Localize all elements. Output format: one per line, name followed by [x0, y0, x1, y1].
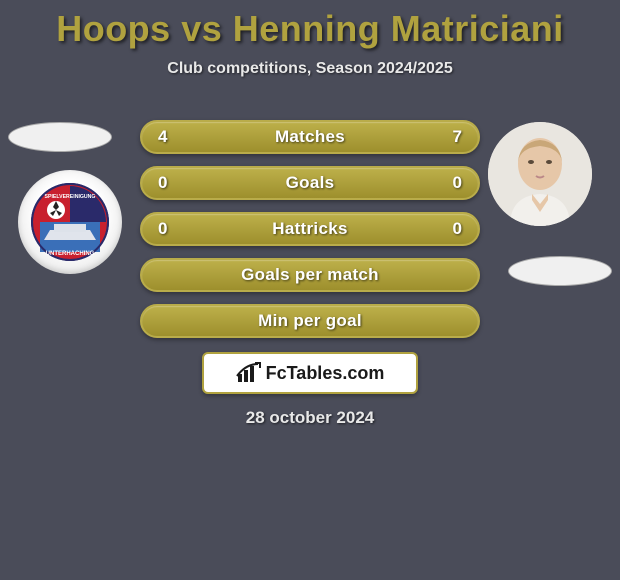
stat-row-hattricks: 0 Hattricks 0 — [140, 212, 480, 246]
stat-left-value: 0 — [158, 219, 167, 239]
right-player-portrait — [488, 122, 592, 226]
stat-row-matches: 4 Matches 7 — [140, 120, 480, 154]
date-text: 28 october 2024 — [246, 408, 375, 428]
stat-right-value: 0 — [453, 219, 462, 239]
page-title: Hoops vs Henning Matriciani — [0, 0, 620, 50]
stat-label: Matches — [275, 127, 345, 147]
stat-label: Goals — [286, 173, 335, 193]
unterhaching-crest-icon: SPIELVEREINIGUNG UNTERHACHING — [30, 182, 110, 262]
stat-label: Goals per match — [241, 265, 379, 285]
svg-text:SPIELVEREINIGUNG: SPIELVEREINIGUNG — [45, 194, 96, 200]
left-team-crest: SPIELVEREINIGUNG UNTERHACHING — [18, 170, 122, 274]
stat-label: Min per goal — [258, 311, 362, 331]
right-ellipse-placeholder — [508, 256, 612, 286]
stat-left-value: 4 — [158, 127, 167, 147]
bar-chart-icon — [236, 362, 262, 384]
left-ellipse-placeholder — [8, 122, 112, 152]
subtitle: Club competitions, Season 2024/2025 — [0, 60, 620, 78]
stat-right-value: 0 — [453, 173, 462, 193]
stats-container: 4 Matches 7 0 Goals 0 0 Hattricks 0 Goal… — [140, 120, 480, 350]
stat-right-value: 7 — [453, 127, 462, 147]
stat-left-value: 0 — [158, 173, 167, 193]
stat-row-gpm: Goals per match — [140, 258, 480, 292]
brand-text: FcTables.com — [266, 363, 385, 384]
stat-row-mpg: Min per goal — [140, 304, 480, 338]
stat-label: Hattricks — [272, 219, 347, 239]
stat-row-goals: 0 Goals 0 — [140, 166, 480, 200]
player-portrait-icon — [488, 122, 592, 226]
brand-badge[interactable]: FcTables.com — [202, 352, 418, 394]
svg-text:UNTERHACHING: UNTERHACHING — [46, 251, 95, 257]
